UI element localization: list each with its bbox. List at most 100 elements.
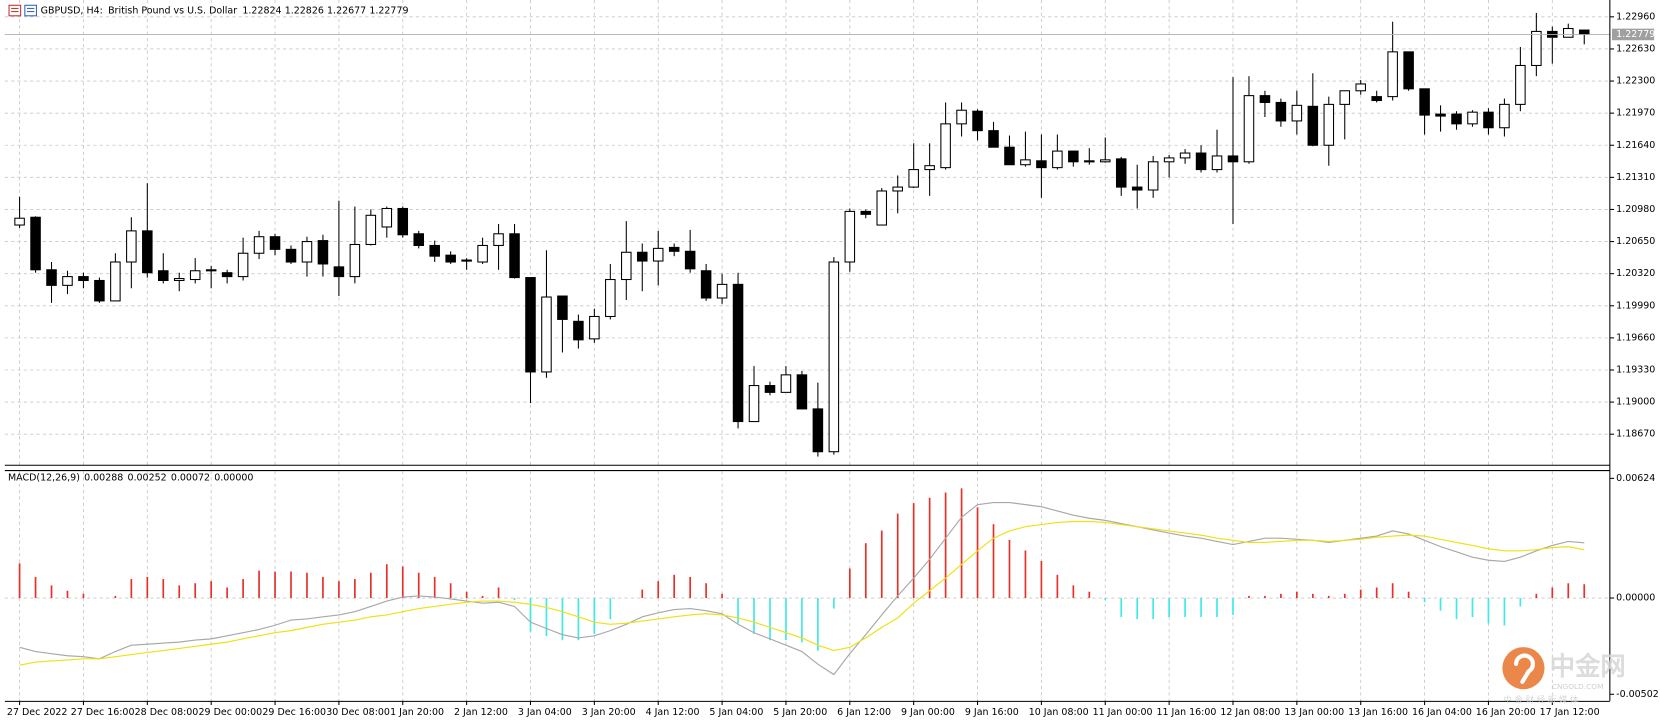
header-text: 1.22824 [242,5,281,16]
y-tick-label: 1.20980 [1616,204,1655,215]
x-tick-label: 5 Jan 04:00 [709,707,763,718]
candle-body [1211,155,1223,171]
candle-body [1531,30,1542,67]
header-text: 0.00252 [128,472,167,483]
candle-body [876,190,888,226]
header-text: 0.00072 [171,472,210,483]
x-tick-label: 13 Jan 16:00 [1348,707,1408,718]
candle-body [573,320,584,341]
candle-body [1147,161,1159,191]
candle-body [636,251,648,262]
y-tick-label: 0.00000 [1616,593,1655,604]
candle-body [1259,95,1271,103]
x-tick-label: 9 Jan 00:00 [901,707,955,718]
candle-body [700,270,712,299]
candle-body [1515,64,1526,105]
candle-body [1339,90,1351,105]
candle-body [1195,152,1207,171]
text-layer: 27 Dec 2022 27 Dec 16:00 28 Dec 08:00 29 De… [7,5,1659,718]
x-tick-label: 27 Dec 16:00 [71,707,135,718]
x-tick-label: 9 Jan 16:00 [965,707,1019,718]
candle-body [684,250,696,270]
candle-body [253,236,265,254]
candle-body [365,214,377,246]
y-tick-label: 1.21640 [1616,140,1655,151]
icon [8,4,22,17]
y-tick-label: 1.20650 [1616,236,1655,247]
candle-body [1020,159,1031,166]
candle-body [461,259,472,262]
candle-body [621,251,632,281]
y-tick-label: 1.19990 [1616,300,1655,311]
current-price-box [1611,28,1655,41]
candle-body [1036,160,1047,169]
watermark-slogan: 中 金 财 经 新 媒 体 [1503,694,1579,704]
candle-body [46,269,57,286]
candle-body [1483,111,1494,129]
candle-body [605,278,616,318]
candle-body [780,374,792,393]
candle-body [557,295,568,320]
candle-body [1371,96,1382,102]
candle-body [126,230,137,263]
candle-body [381,207,393,228]
candle-body [285,248,297,263]
candle-body [1227,155,1239,163]
y-tick-label: 1.18670 [1616,429,1655,440]
header-text: 0.00000 [214,472,253,483]
y-tick-label: 1.20320 [1616,268,1655,279]
x-tick-label: 4 Jan 12:00 [646,707,700,718]
candle-body [908,169,919,188]
candle-body [1275,101,1287,122]
candle-body [78,276,89,282]
candle-body [988,130,999,148]
y-tick-label: 1.21970 [1616,108,1655,119]
x-tick-label: 11 Jan 00:00 [1093,707,1153,718]
candle-body [1435,113,1446,117]
x-tick-label: 12 Jan 08:00 [1220,707,1280,718]
header-text: 1.22826 [285,5,324,16]
candle-body [62,276,73,286]
x-tick-label: 16 Jan 04:00 [1412,707,1472,718]
candle-body [589,315,600,340]
candle-body [1163,157,1175,163]
header-text: British Pound vs U.S. Dollar [108,5,237,16]
candle-body [1084,160,1095,163]
candle-body [1115,158,1127,188]
candle-body [1052,150,1063,169]
logo-mark [1513,653,1536,684]
candle-body [397,207,409,236]
x-tick-label: 29 Dec 00:00 [199,707,263,718]
candle-body [158,270,169,282]
chart-header: GBPUSD, H4: British Pound vs U.S. Dollar 1… [41,5,409,16]
y-tick-label: 1.22300 [1616,76,1655,87]
candle-body [269,236,281,250]
candle-body [237,252,249,278]
x-tick-label: 2 Jan 12:00 [454,707,508,718]
candle-body [1467,111,1478,125]
symbol-icon [8,4,37,17]
y-tick-label: 1.19330 [1616,364,1655,375]
y-tick-label: 1.19000 [1616,397,1655,408]
candle-body [1068,150,1079,163]
candle-body [924,165,935,171]
watermark-domain: CNGOLD.COM [1552,682,1604,691]
candle-body [1004,146,1015,166]
candle-body [1387,51,1398,98]
logo-circle [1502,647,1545,690]
candle-body [525,277,536,373]
candle-body [1578,29,1590,35]
candle-body [189,270,201,281]
candle-body [1243,95,1255,163]
candle-body [142,230,153,274]
candle-body [413,233,425,246]
macd-line [19,501,1585,676]
mark-layer [4,12,1610,676]
candle-body [732,283,744,423]
x-tick-label: 3 Jan 04:00 [518,707,572,718]
x-tick-label: 29 Dec 16:00 [262,707,326,718]
y-tick-label: 1.19660 [1616,332,1655,343]
candle-body [94,279,105,302]
candle-body [956,109,967,125]
